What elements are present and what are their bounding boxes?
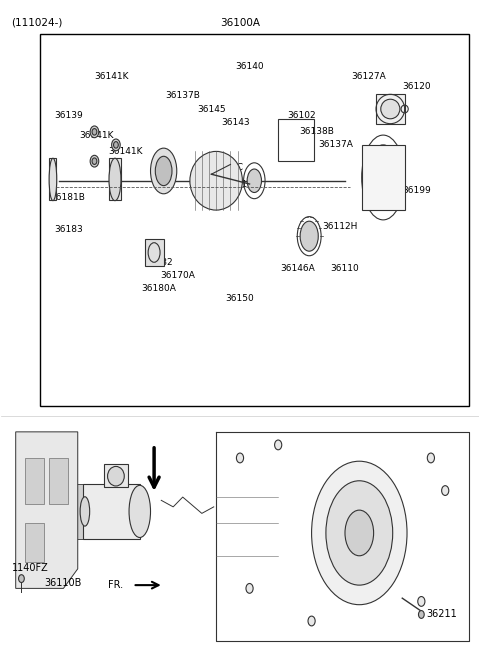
- Ellipse shape: [112, 139, 120, 151]
- Text: 36110: 36110: [331, 265, 360, 273]
- Ellipse shape: [345, 510, 373, 556]
- Text: FR.: FR.: [108, 580, 123, 590]
- Bar: [144, 240, 164, 265]
- Text: 36100A: 36100A: [220, 18, 260, 28]
- Text: 36141K: 36141K: [80, 130, 114, 140]
- Text: 36150: 36150: [226, 293, 254, 303]
- Text: 36102: 36102: [288, 111, 316, 120]
- Ellipse shape: [326, 481, 393, 585]
- Bar: [83, 484, 140, 540]
- Ellipse shape: [114, 141, 118, 148]
- Ellipse shape: [381, 99, 400, 119]
- Text: 36146A: 36146A: [280, 265, 315, 273]
- Ellipse shape: [418, 597, 425, 607]
- Text: 36135C: 36135C: [208, 163, 243, 172]
- Ellipse shape: [190, 151, 242, 210]
- Text: 36141K: 36141K: [94, 72, 129, 81]
- Polygon shape: [16, 432, 78, 588]
- Ellipse shape: [92, 128, 97, 135]
- Ellipse shape: [366, 145, 400, 210]
- Text: 36140: 36140: [235, 62, 264, 71]
- Text: 36181B: 36181B: [51, 193, 85, 202]
- Ellipse shape: [419, 610, 424, 618]
- Text: 36130: 36130: [230, 179, 259, 189]
- Ellipse shape: [109, 159, 121, 200]
- Ellipse shape: [108, 466, 124, 486]
- Text: 36145: 36145: [197, 105, 226, 113]
- Ellipse shape: [90, 126, 99, 138]
- Text: 36170A: 36170A: [160, 271, 195, 280]
- Text: 1140FZ: 1140FZ: [12, 563, 48, 572]
- Bar: [25, 458, 44, 504]
- Ellipse shape: [247, 169, 262, 193]
- Ellipse shape: [442, 485, 449, 495]
- Ellipse shape: [427, 453, 434, 463]
- Ellipse shape: [246, 584, 253, 593]
- Bar: [39, 34, 469, 405]
- Text: 36112H: 36112H: [323, 222, 358, 231]
- Ellipse shape: [49, 159, 57, 200]
- Ellipse shape: [90, 155, 99, 167]
- Bar: [376, 94, 405, 124]
- Ellipse shape: [92, 158, 97, 164]
- Bar: [49, 458, 68, 504]
- Ellipse shape: [308, 616, 315, 626]
- Text: 36180A: 36180A: [142, 284, 176, 293]
- Ellipse shape: [275, 440, 282, 450]
- Ellipse shape: [156, 157, 172, 185]
- Ellipse shape: [80, 496, 90, 526]
- Ellipse shape: [19, 574, 24, 582]
- Ellipse shape: [129, 485, 151, 538]
- Bar: [109, 158, 120, 200]
- Bar: [362, 145, 405, 210]
- Bar: [49, 158, 56, 200]
- Text: 36110B: 36110B: [45, 578, 82, 588]
- Text: 36211: 36211: [426, 610, 457, 620]
- Text: 36141K: 36141K: [108, 147, 143, 156]
- Text: 36137B: 36137B: [165, 92, 200, 100]
- Bar: [104, 464, 128, 487]
- Text: (111024-): (111024-): [11, 18, 62, 28]
- Ellipse shape: [237, 453, 243, 463]
- Ellipse shape: [312, 461, 407, 605]
- Bar: [25, 523, 44, 562]
- Text: 36138B: 36138B: [299, 127, 334, 136]
- Ellipse shape: [151, 148, 177, 194]
- Text: 36127A: 36127A: [351, 72, 386, 81]
- Text: 36137A: 36137A: [318, 140, 353, 149]
- Ellipse shape: [300, 221, 318, 251]
- Text: 36143: 36143: [221, 117, 250, 126]
- Polygon shape: [75, 484, 83, 540]
- Text: 36182: 36182: [144, 258, 173, 267]
- Text: 36183: 36183: [54, 225, 83, 234]
- Text: 36199: 36199: [402, 186, 431, 195]
- Text: 36120: 36120: [402, 82, 431, 90]
- Text: 36139: 36139: [54, 111, 83, 120]
- Bar: [278, 119, 314, 161]
